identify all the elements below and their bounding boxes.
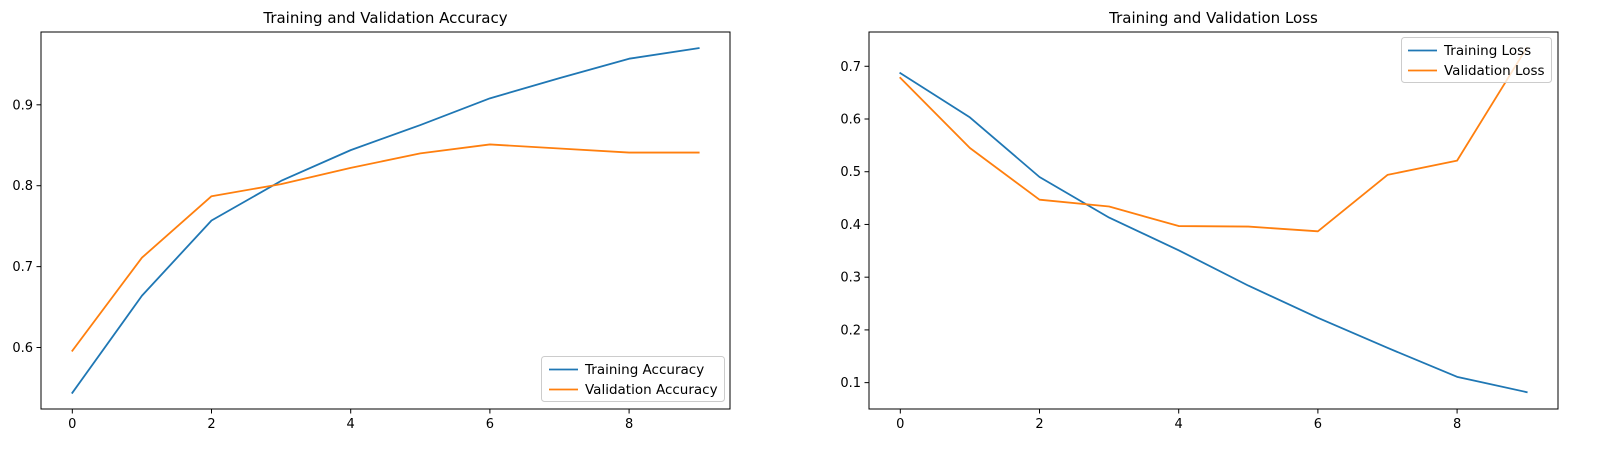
loss-x-ticks: 0 2 4 6 8	[896, 409, 1461, 432]
loss-x-tick-label: 6	[1314, 417, 1322, 432]
accuracy-x-tick-label: 6	[486, 417, 494, 432]
accuracy-legend-box	[541, 356, 725, 402]
accuracy-plot-frame	[40, 31, 731, 410]
accuracy-y-ticks: 0.6 0.7 0.8 0.9	[12, 98, 41, 356]
accuracy-x-tick-label: 0	[68, 417, 76, 432]
accuracy-y-tick-label: 0.7	[12, 260, 33, 275]
loss-legend: Training Loss Validation Loss	[1401, 37, 1552, 83]
accuracy-y-tick-label: 0.8	[12, 179, 33, 194]
accuracy-chart-title: Training and Validation Accuracy	[262, 9, 507, 27]
loss-y-tick-label: 0.7	[840, 60, 861, 75]
loss-series-line-validation	[899, 46, 1528, 233]
loss-y-tick-label: 0.6	[840, 113, 861, 128]
accuracy-x-ticks: 0 2 4 6 8	[68, 409, 633, 432]
loss-plot-lines	[899, 46, 1528, 394]
accuracy-chart: Training and Validation Accuracy 0 2 4 6 8 0…	[12, 9, 731, 432]
accuracy-legend: Training Accuracy Validation Accuracy	[541, 356, 725, 402]
loss-legend-label-validation: Validation Loss	[1444, 63, 1545, 79]
loss-chart-title: Training and Validation Loss	[1108, 9, 1318, 27]
loss-x-tick-label: 2	[1035, 417, 1043, 432]
loss-y-tick-label: 0.5	[840, 165, 861, 180]
accuracy-plot-lines	[71, 47, 700, 395]
loss-y-tick-label: 0.3	[840, 271, 861, 286]
accuracy-y-tick-label: 0.6	[12, 341, 33, 356]
loss-plot-frame	[868, 31, 1559, 410]
loss-x-tick-label: 8	[1453, 417, 1461, 432]
loss-legend-box	[1401, 37, 1552, 83]
loss-y-tick-label: 0.4	[840, 218, 861, 233]
loss-series-line-training	[899, 71, 1528, 394]
loss-y-tick-label: 0.2	[840, 323, 861, 338]
accuracy-series-line-validation	[71, 143, 700, 353]
accuracy-x-tick-label: 2	[207, 417, 215, 432]
accuracy-legend-label-validation: Validation Accuracy	[585, 382, 718, 398]
accuracy-x-tick-label: 8	[625, 417, 633, 432]
loss-y-ticks: 0.1 0.2 0.3 0.4 0.5 0.6 0.7	[840, 60, 869, 391]
accuracy-legend-label-training: Training Accuracy	[584, 362, 704, 378]
accuracy-x-tick-label: 4	[347, 417, 355, 432]
accuracy-series-line-training	[71, 47, 700, 395]
loss-x-tick-label: 4	[1175, 417, 1183, 432]
loss-y-tick-label: 0.1	[840, 376, 861, 391]
accuracy-y-tick-label: 0.9	[12, 98, 33, 113]
loss-legend-label-training: Training Loss	[1443, 43, 1531, 59]
loss-x-tick-label: 0	[896, 417, 904, 432]
